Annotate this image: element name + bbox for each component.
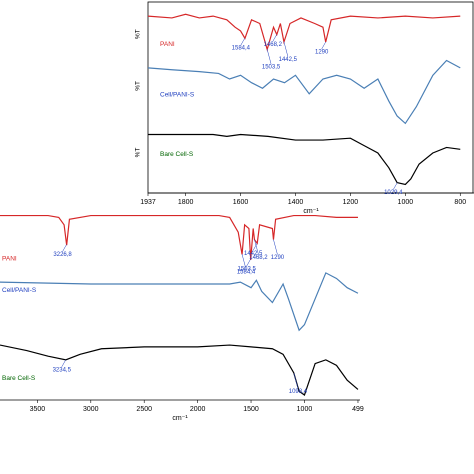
x-tick-label: 1400 <box>288 199 304 206</box>
y-axis-label: %T <box>135 29 142 39</box>
series-label: Bare Cell-S <box>160 151 194 158</box>
annotation-leader <box>272 34 277 42</box>
annotation-leader <box>393 182 398 190</box>
annotation-leader <box>283 41 289 57</box>
peak-annotation: 1290 <box>271 255 285 261</box>
x-tick-label: 1000 <box>297 406 313 413</box>
peak-annotation: 1290 <box>315 50 329 56</box>
x-tick-label: 1200 <box>343 199 359 206</box>
series-label: PANI <box>2 255 17 262</box>
spectrum-line <box>147 13 461 52</box>
peak-annotation: 1442,5 <box>244 251 263 257</box>
annotation-leader <box>246 258 251 267</box>
annotation-leader <box>254 239 259 255</box>
annotation-leader <box>61 359 66 367</box>
series-label: Cell/PANI-S <box>2 287 37 294</box>
peak-annotation: 1029,4 <box>384 190 403 196</box>
series-label: Bare Cell-S <box>2 375 36 382</box>
x-tick-label: 2500 <box>136 406 152 413</box>
x-tick-label: 1937 <box>140 199 156 206</box>
spectrum-line <box>0 344 359 396</box>
series-label: PANI <box>160 41 175 48</box>
x-tick-label: 3500 <box>30 406 46 413</box>
peak-annotation: 1584,4 <box>232 46 251 52</box>
x-tick-label: 499 <box>352 406 364 413</box>
peak-annotation: 1584,4 <box>237 270 256 276</box>
annotation-leader <box>241 254 247 270</box>
peak-annotation: 3234,5 <box>53 367 72 373</box>
annotation-leader <box>321 41 326 50</box>
spectrum-line <box>148 133 461 186</box>
peak-annotation: 3226,8 <box>53 252 72 258</box>
peak-annotation: 1468,2 <box>249 255 268 261</box>
x-tick-label: 800 <box>454 199 466 206</box>
y-axis-label: %T <box>135 148 142 158</box>
plot-frame <box>147 1 474 194</box>
x-tick-label: 1000 <box>398 199 414 206</box>
x-axis-label: cm⁻¹ <box>172 415 188 422</box>
spectrum-line <box>0 214 358 260</box>
x-tick-label: 1600 <box>233 199 249 206</box>
peak-annotation: 1468,2 <box>264 42 283 48</box>
y-axis-label: %T <box>135 81 142 91</box>
x-tick-label: 1500 <box>243 406 259 413</box>
x-axis-label: cm⁻¹ <box>303 208 319 215</box>
annotation-leader <box>252 243 258 251</box>
spectrum-line <box>147 59 461 125</box>
x-tick-label: 1800 <box>178 199 194 206</box>
peak-annotation: 1442,5 <box>279 57 298 63</box>
annotation-leader <box>273 239 278 255</box>
annotation-leader <box>240 37 246 46</box>
annotation-leader <box>266 48 272 64</box>
peak-annotation: 1098,4 <box>289 389 308 395</box>
x-tick-label: 2000 <box>190 406 206 413</box>
annotation-leader <box>293 373 299 389</box>
spectrum-line <box>0 272 359 332</box>
annotation-leader <box>62 244 67 252</box>
peak-annotation: 1503,5 <box>262 64 281 70</box>
x-tick-label: 3000 <box>83 406 99 413</box>
peak-annotation: 1503,5 <box>237 267 256 273</box>
series-label: Cell/PANI-S <box>160 92 195 99</box>
